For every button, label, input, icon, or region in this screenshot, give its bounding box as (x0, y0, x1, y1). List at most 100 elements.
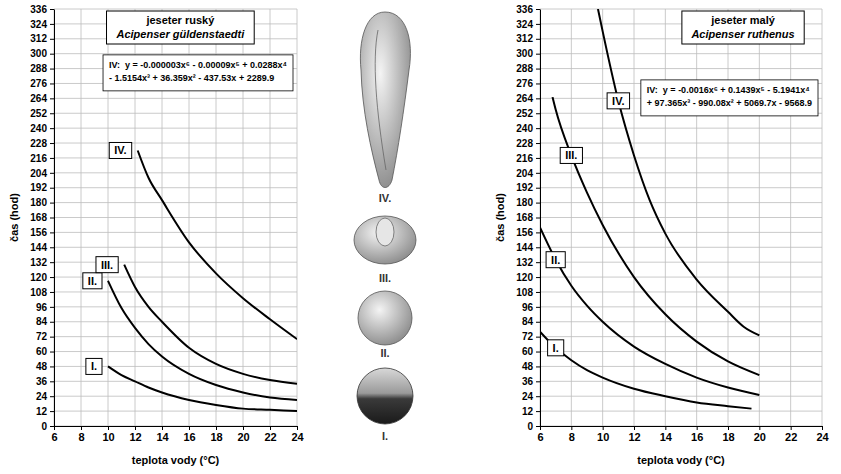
y-tick-label: 12 (522, 406, 534, 417)
grid-line-y (540, 172, 822, 173)
chart-panel: 6810121416182022240122436486072849610812… (494, 4, 829, 466)
y-tick: 168 (516, 212, 540, 223)
y-tick-label: 288 (30, 63, 47, 74)
curve-label-text: III. (101, 259, 113, 271)
y-tick-mark (50, 113, 54, 114)
y-tick: 288 (516, 63, 540, 74)
x-axis: 681012141618202224 (537, 426, 829, 443)
x-tick-label: 10 (597, 431, 609, 443)
x-tick-label: 24 (816, 431, 829, 443)
y-tick-mark (536, 411, 540, 412)
y-tick: 300 (516, 48, 540, 59)
y-tick-label: 240 (516, 123, 533, 134)
equation-text: + 97.365x³ - 990.08x² + 5069.7x - 9568.9 (647, 98, 812, 108)
grid-line-y (54, 381, 297, 382)
y-tick: 48 (36, 361, 54, 372)
x-tick-mark (759, 426, 760, 430)
curve-label-box (83, 273, 102, 289)
x-tick-label: 22 (264, 431, 276, 443)
title-box: jeseter ruskýAcipenser güldenstaedti (107, 11, 255, 44)
x-tick-mark (697, 426, 698, 430)
curve-label-text: II. (551, 254, 560, 266)
y-axis-line (54, 10, 55, 427)
x-tick-mark (822, 426, 823, 430)
x-tick: 12 (628, 426, 640, 443)
y-tick-label: 216 (30, 153, 47, 164)
equation-frame (641, 80, 818, 116)
x-tick-label: 20 (237, 431, 249, 443)
y-tick: 240 (30, 123, 54, 134)
x-tick: 20 (754, 426, 766, 443)
y-tick: 24 (36, 391, 54, 402)
y-tick-mark (536, 83, 540, 84)
chart-canvas: 6810121416182022240122436486072849610812… (0, 0, 841, 474)
y-tick-label: 264 (516, 93, 533, 104)
y-tick-label: 48 (36, 361, 48, 372)
y-tick-mark (50, 54, 54, 55)
stage-sketch-detail (375, 30, 386, 170)
y-tick: 276 (516, 78, 540, 89)
grid-line-y (54, 9, 297, 10)
equation-box: IV: y = -0.000003x⁶ - 0.00009x⁵ + 0.0288… (103, 55, 293, 91)
lines (540, 9, 759, 409)
curve-label: III. (96, 257, 118, 273)
curve-label-text: I. (553, 342, 559, 354)
y-tick-label: 48 (522, 361, 534, 372)
x-tick-label: 22 (785, 431, 797, 443)
stage-label: III. (379, 272, 391, 284)
y-tick-mark (536, 247, 540, 248)
y-tick: 252 (516, 108, 540, 119)
curve-label: I. (548, 340, 564, 356)
y-tick: 156 (30, 227, 54, 238)
y-tick-label: 288 (516, 63, 533, 74)
y-tick-mark (536, 292, 540, 293)
grid-line-y (540, 68, 822, 69)
y-tick-label: 72 (36, 331, 48, 342)
curve-label-box (546, 252, 565, 268)
y-tick-label: 192 (30, 182, 47, 193)
curve (108, 281, 297, 400)
grid-line-y (540, 9, 822, 10)
y-tick-mark (50, 262, 54, 263)
curve (124, 265, 297, 384)
y-tick-mark (536, 203, 540, 204)
x-tick: 8 (569, 426, 575, 443)
y-tick-label: 324 (516, 19, 533, 30)
y-tick-label: 300 (30, 48, 47, 59)
equation-box: IV: y = -0.0016x⁶ + 0.1439x⁵ - 5.1941x⁴+… (641, 80, 818, 116)
y-tick-label: 276 (30, 78, 47, 89)
y-tick-label: 120 (516, 272, 533, 283)
y-tick-mark (50, 173, 54, 174)
y-tick: 108 (30, 287, 54, 298)
stage-sketch (357, 368, 413, 424)
y-tick-label: 0 (41, 421, 47, 432)
curve-label-box (560, 147, 582, 163)
grid (54, 9, 297, 426)
grid-line-y (54, 53, 297, 54)
y-tick-label: 36 (522, 376, 534, 387)
curve-label-text: IV. (114, 144, 126, 156)
y-tick-mark (536, 9, 540, 10)
x-tick-mark (728, 426, 729, 430)
x-tick: 8 (78, 426, 84, 443)
grid-line-y (540, 128, 822, 129)
grid-line-y (54, 172, 297, 173)
y-axis-title: čas (hod) (494, 193, 506, 242)
y-tick-mark (536, 173, 540, 174)
x-tick-mark (665, 426, 666, 430)
y-tick-mark (50, 366, 54, 367)
x-tick: 14 (156, 426, 169, 443)
grid-line-y (540, 232, 822, 233)
y-tick: 108 (516, 287, 540, 298)
grid (540, 9, 822, 426)
y-tick-label: 264 (30, 93, 47, 104)
y-tick-label: 84 (36, 316, 48, 327)
y-tick: 60 (522, 346, 540, 357)
grid-line-y (54, 202, 297, 203)
y-tick-mark (50, 396, 54, 397)
curve-label-box (607, 93, 629, 109)
x-tick-label: 12 (129, 431, 141, 443)
curve-label-text: III. (565, 149, 577, 161)
x-tick-mark (135, 426, 136, 430)
y-tick: 192 (516, 182, 540, 193)
